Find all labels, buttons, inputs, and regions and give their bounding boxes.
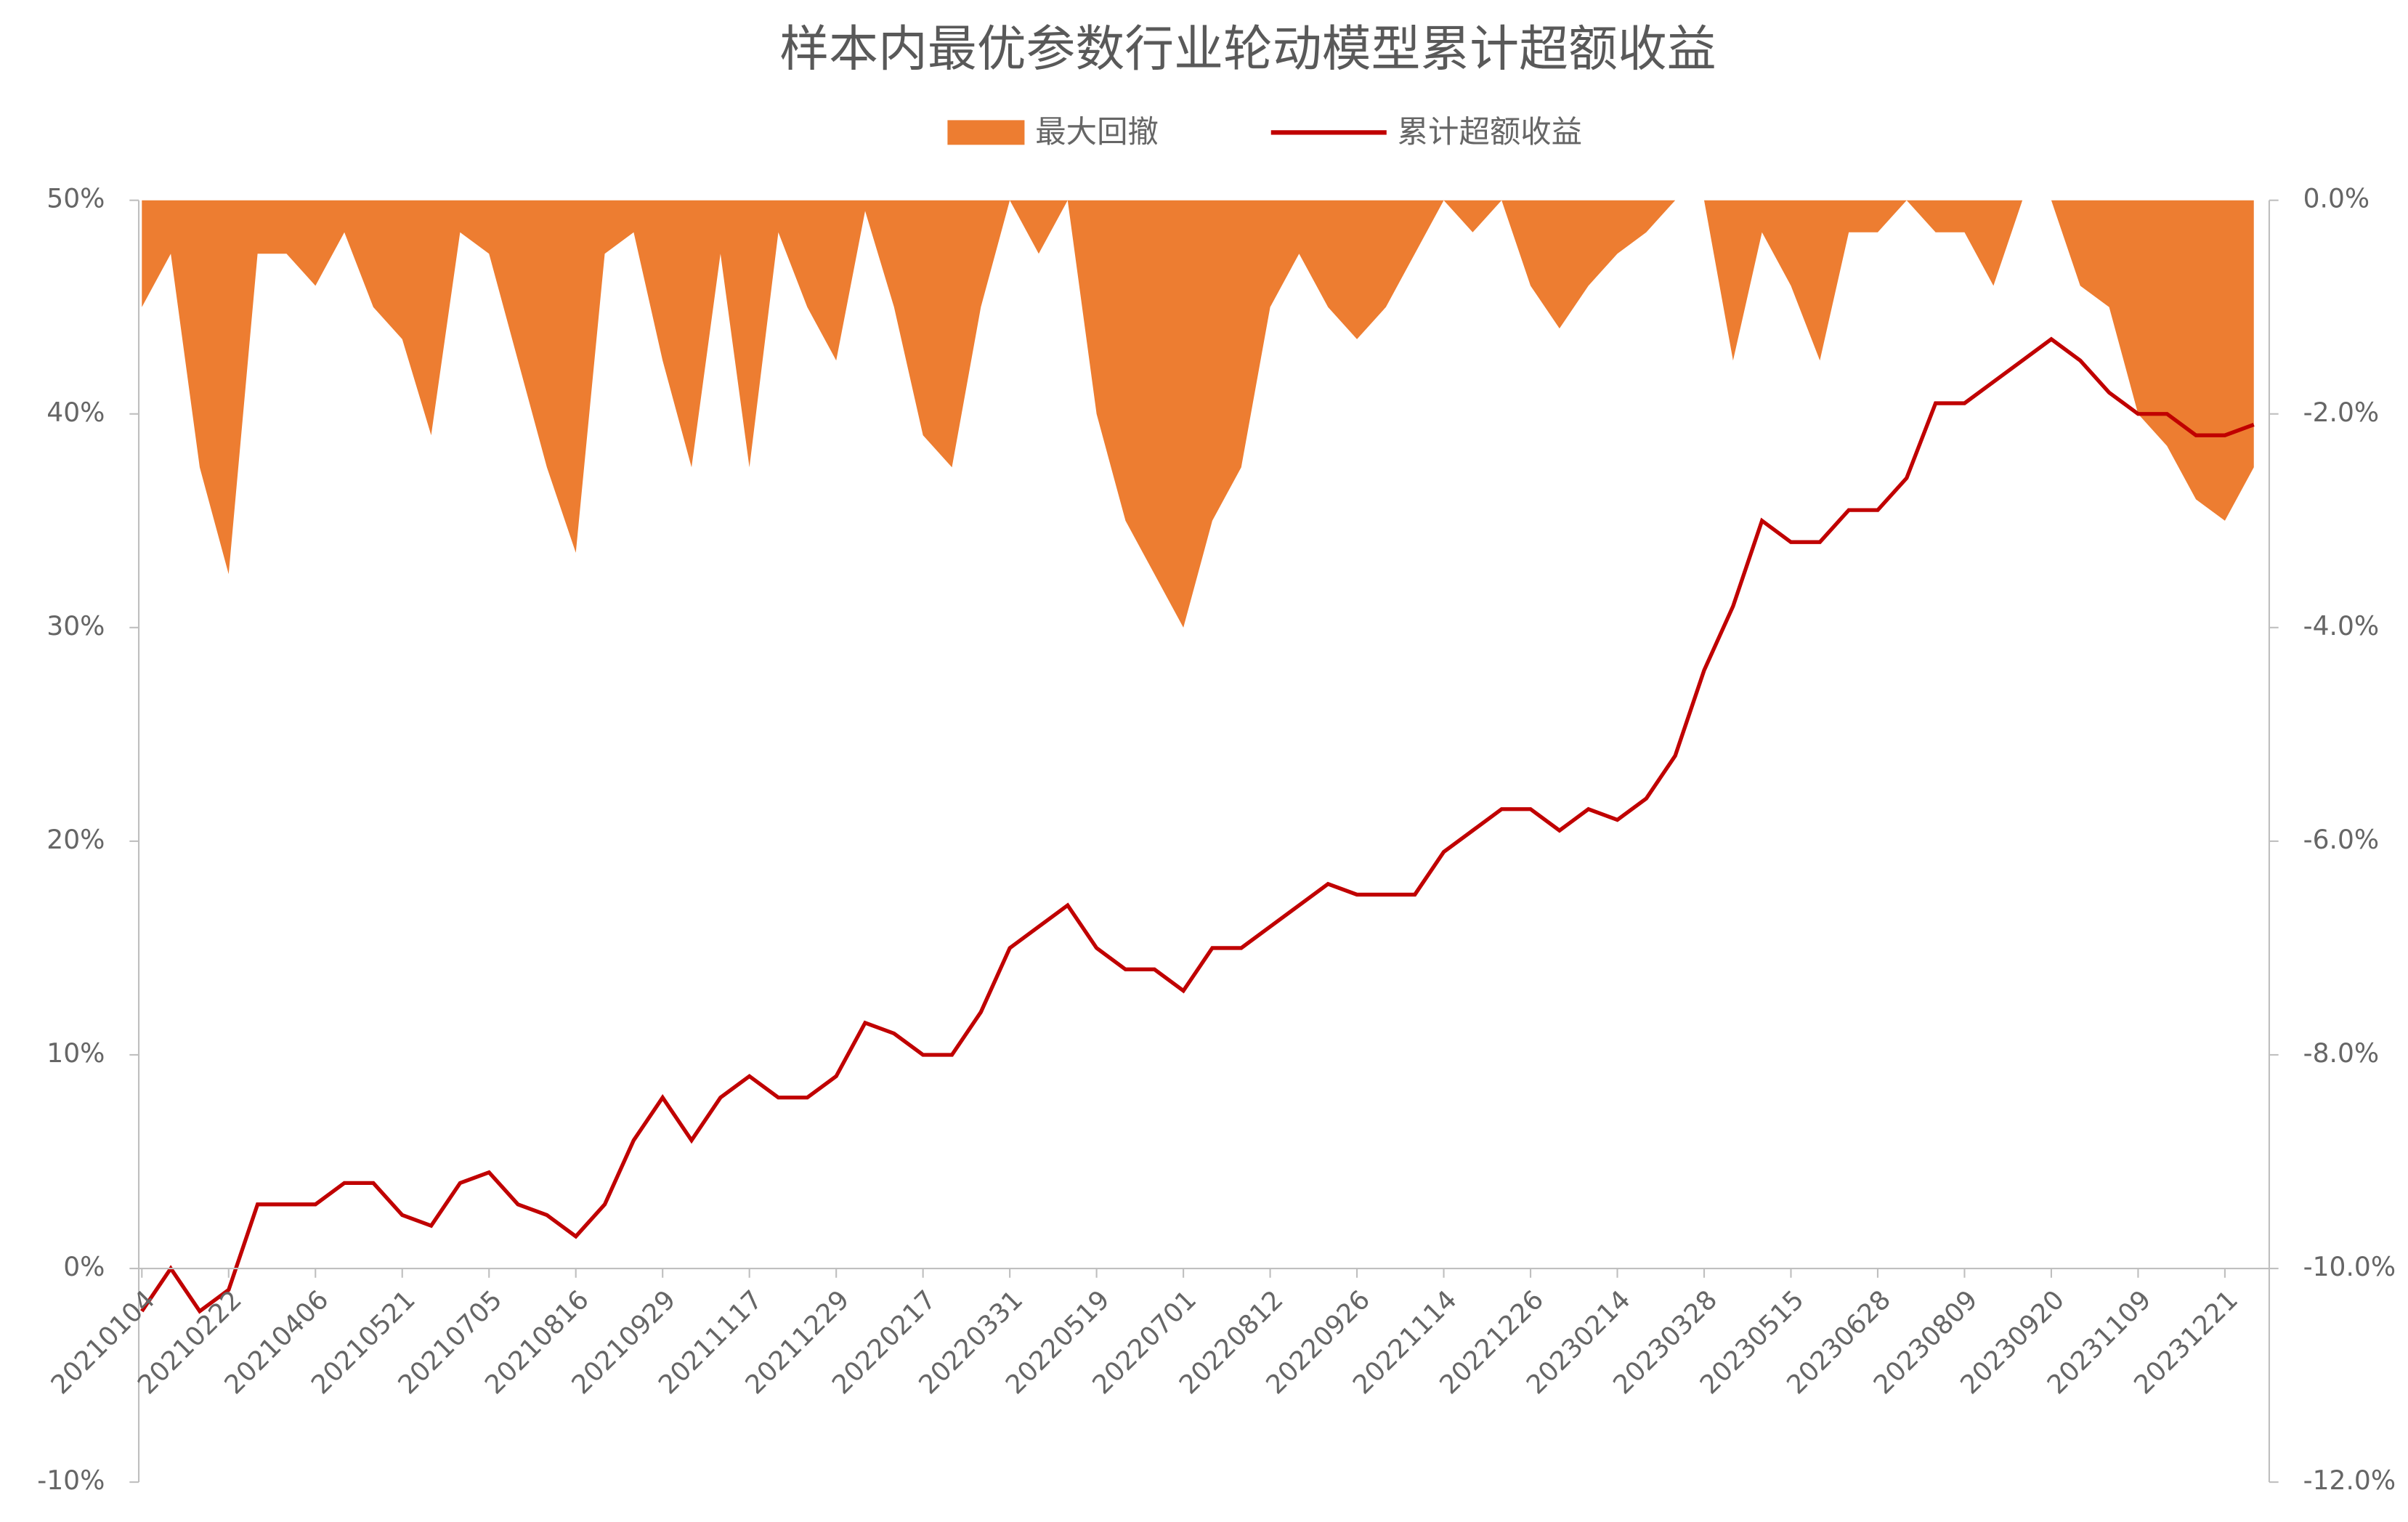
y-tick-label: 20% [46, 825, 105, 855]
y2-tick-label: -12.0% [2303, 1465, 2396, 1496]
excess-return-line [140, 336, 2255, 1314]
y-tick-label: 30% [46, 611, 105, 641]
y2-tick-label: -2.0% [2303, 397, 2380, 428]
chart-title: 样本内最优参数行业轮动模型累计超额收益 [779, 21, 1716, 78]
y2-tick-label: 0.0% [2303, 184, 2370, 214]
y-tick-label: -10% [37, 1465, 105, 1496]
legend-swatch [947, 120, 1025, 145]
y-tick-label: 50% [46, 184, 105, 214]
y2-tick-label: -6.0% [2303, 825, 2380, 855]
y-tick-label: 10% [46, 1038, 105, 1069]
y-tick-label: 40% [46, 397, 105, 428]
y-tick-label: 0% [63, 1252, 105, 1282]
y2-tick-label: -4.0% [2303, 611, 2380, 641]
y2-tick-label: -10.0% [2303, 1252, 2396, 1282]
legend-label: 累计超额收益 [1398, 115, 1582, 150]
y2-tick-label: -8.0% [2303, 1038, 2380, 1069]
legend-label: 最大回撤 [1035, 115, 1159, 150]
drawdown-area [142, 200, 2254, 628]
